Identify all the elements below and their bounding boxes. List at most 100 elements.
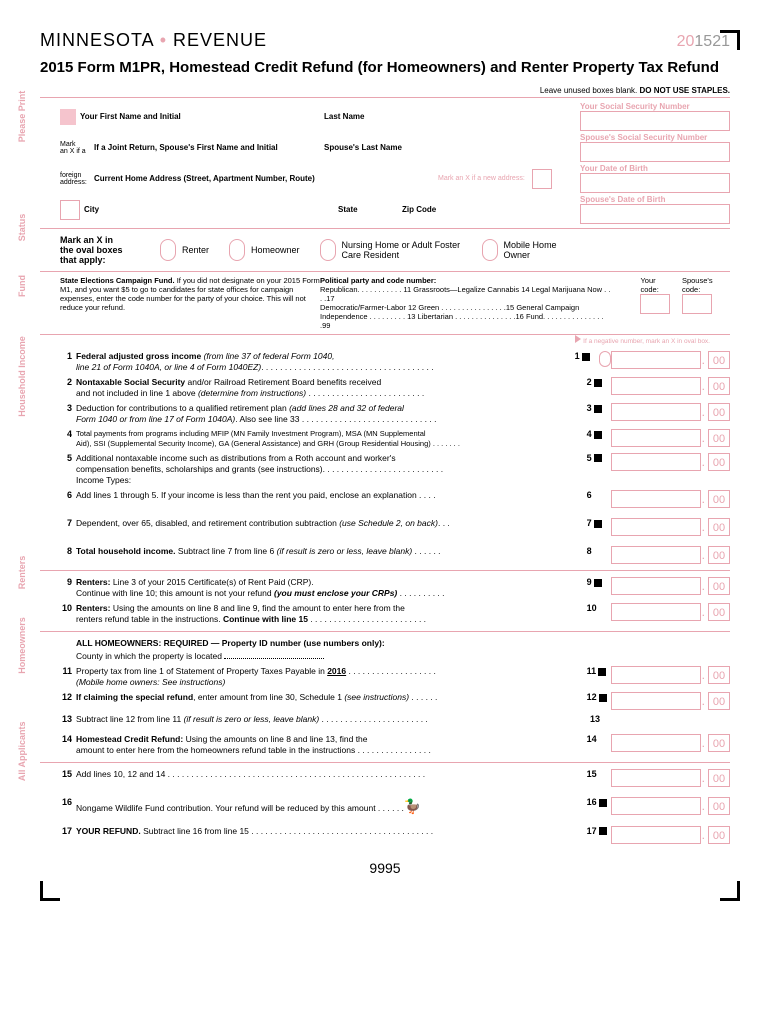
county-field[interactable]: [224, 649, 324, 659]
spouse-ssn-field[interactable]: [580, 142, 730, 162]
line5-text: Additional nontaxable income such as dis…: [76, 453, 587, 486]
line4-amt[interactable]: [611, 429, 701, 447]
pink-box: [60, 109, 76, 125]
line15-cents: 00: [708, 769, 730, 787]
line2-num: 2: [60, 377, 76, 387]
status-section: Status Mark an X inthe oval boxesthat ap…: [40, 228, 730, 271]
line14-cents: 00: [708, 734, 730, 752]
line15-text: Add lines 10, 12 and 14 . . . . . . . . …: [76, 769, 587, 780]
line1-amt[interactable]: [611, 351, 701, 369]
header: MINNESOTA • REVENUE 201521: [40, 30, 730, 51]
line3-text: Deduction for contributions to a qualifi…: [76, 403, 587, 425]
joint-label: If a Joint Return, Spouse's First Name a…: [94, 143, 320, 152]
ssn-field[interactable]: [580, 111, 730, 131]
zip-label: Zip Code: [402, 205, 482, 214]
line2-ref: 2: [587, 377, 611, 387]
logo: MINNESOTA • REVENUE: [40, 30, 267, 51]
line10-num: 10: [60, 603, 76, 613]
line10-text: Renters: Using the amounts on line 8 and…: [76, 603, 587, 625]
line16-amt[interactable]: [611, 797, 701, 815]
bottom-code: 9995: [40, 860, 730, 876]
line16-text: Nongame Wildlife Fund contribution. Your…: [76, 797, 587, 815]
line15-ref: 15: [587, 769, 611, 779]
nursing-oval[interactable]: [320, 239, 336, 261]
line17-amt[interactable]: [611, 826, 701, 844]
line12-amt[interactable]: [611, 692, 701, 710]
homeowner-label: Homeowner: [251, 245, 300, 255]
side-homeowners: Homeowners: [17, 617, 27, 674]
line12-text: If claiming the special refund, enter am…: [76, 692, 587, 703]
foreign-note: foreignaddress:: [60, 172, 90, 186]
line11-text: Property tax from line 1 of Statement of…: [76, 666, 587, 688]
line13-num: 13: [60, 714, 76, 724]
first-name-label: Your First Name and Initial: [80, 112, 320, 121]
line11-amt[interactable]: [611, 666, 701, 684]
line9-cents: 00: [708, 577, 730, 595]
line9-num: 9: [60, 577, 76, 587]
line5-ref: 5: [587, 453, 611, 463]
neg-note: If a negative number, mark an X in oval …: [40, 335, 730, 345]
nursing-label: Nursing Home or Adult Foster Care Reside…: [342, 240, 462, 260]
line14-amt[interactable]: [611, 734, 701, 752]
fund-parties: Political party and code number:Republic…: [320, 276, 610, 330]
dob-field[interactable]: [580, 173, 730, 193]
dob-label: Your Date of Birth: [580, 164, 730, 173]
fund-codes: Your code: Spouse's code:: [640, 276, 730, 330]
your-code-field[interactable]: [640, 294, 670, 314]
line8-cents: 00: [708, 546, 730, 564]
new-addr-box[interactable]: [532, 169, 552, 189]
line7-amt[interactable]: [611, 518, 701, 536]
line6-text: Add lines 1 through 5. If your income is…: [76, 490, 587, 501]
code-prefix: 20: [677, 33, 695, 50]
renter-oval[interactable]: [160, 239, 176, 261]
line3-ref: 3: [587, 403, 611, 413]
fund-desc: State Elections Campaign Fund. If you di…: [60, 276, 320, 330]
line10-amt[interactable]: [611, 603, 701, 621]
spouse-dob-field[interactable]: [580, 204, 730, 224]
line4-text: Total payments from programs including M…: [76, 429, 587, 449]
line9-amt[interactable]: [611, 577, 701, 595]
line6-amt[interactable]: [611, 490, 701, 508]
line17-text: YOUR REFUND. Subtract line 16 from line …: [76, 826, 587, 837]
mobile-oval[interactable]: [482, 239, 498, 261]
line1-ref: 1: [575, 351, 599, 361]
homeowner-oval[interactable]: [229, 239, 245, 261]
line17-ref: 17: [587, 826, 611, 836]
corner-tr: [720, 30, 740, 50]
spouse-ssn-label: Spouse's Social Security Number: [580, 133, 730, 142]
line3-cents: 00: [708, 403, 730, 421]
line7-cents: 00: [708, 518, 730, 536]
line8-text: Total household income. Subtract line 7 …: [76, 546, 587, 557]
line9-text: Renters: Line 3 of your 2015 Certificate…: [76, 577, 587, 599]
line8-amt[interactable]: [611, 546, 701, 564]
line12-ref: 12: [587, 692, 611, 702]
logo-left: MINNESOTA: [40, 30, 154, 50]
side-status: Status: [17, 214, 27, 242]
line10-ref: 10: [587, 603, 611, 613]
all-section: All Applicants 15Add lines 10, 12 and 14…: [40, 762, 730, 849]
line3-num: 3: [60, 403, 76, 413]
line1-num: 1: [60, 351, 76, 361]
line17-num: 17: [60, 826, 76, 836]
homeowners-section: Homeowners ALL HOMEOWNERS: REQUIRED — Pr…: [40, 631, 730, 762]
line7-text: Dependent, over 65, disabled, and retire…: [76, 518, 587, 529]
side-renters: Renters: [17, 556, 27, 590]
line2-amt[interactable]: [611, 377, 701, 395]
line5-amt[interactable]: [611, 453, 701, 471]
foreign-box[interactable]: [60, 200, 80, 220]
spouse-code-field[interactable]: [682, 294, 712, 314]
id-section: Please Print Your First Name and Initial…: [40, 97, 730, 228]
new-addr-label: Mark an X if a new address:: [438, 175, 528, 182]
loon-icon: 🦆: [404, 798, 421, 814]
ssn-label: Your Social Security Number: [580, 102, 730, 111]
form-page: MINNESOTA • REVENUE 201521 2015 Form M1P…: [0, 0, 770, 906]
side-household: Household Income: [17, 337, 27, 418]
neg-oval-1[interactable]: [599, 351, 611, 367]
line11-cents: 00: [708, 666, 730, 684]
side-fund: Fund: [17, 275, 27, 297]
fund-section: Fund State Elections Campaign Fund. If y…: [40, 271, 730, 334]
line11-num: 11: [60, 666, 76, 676]
line3-amt[interactable]: [611, 403, 701, 421]
corner-bl: [40, 881, 60, 901]
line15-amt[interactable]: [611, 769, 701, 787]
